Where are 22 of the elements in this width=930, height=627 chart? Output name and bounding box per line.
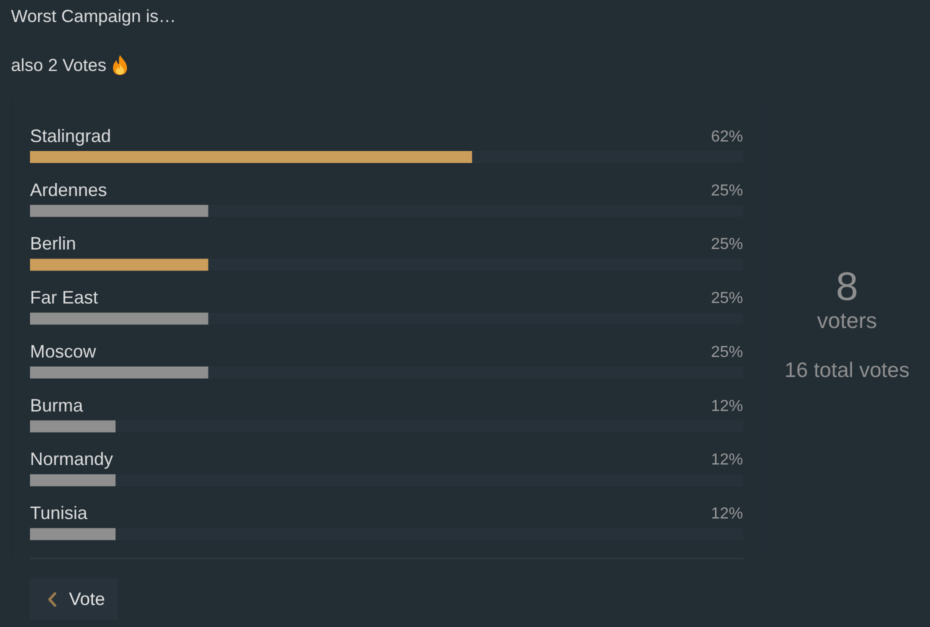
data-label: 25% [710, 344, 743, 361]
chart-title: Worst Campaign is… [11, 6, 176, 26]
vote-button: Vote [30, 578, 118, 620]
y-tick-label: Burma [30, 395, 84, 416]
y-tick-label: Tunisia [30, 503, 88, 524]
y-tick-label: Stalingrad [30, 126, 112, 146]
y-tick-label: Berlin [30, 234, 76, 254]
data-label: 25% [710, 236, 743, 254]
text: 8 [834, 264, 860, 310]
data-label: 25% [710, 182, 743, 200]
data-label: 12% [710, 452, 743, 469]
y-tick-label: Ardennes [30, 180, 108, 200]
data-label: 62% [710, 128, 743, 146]
chart-subtitle: also 2 Votes [11, 55, 106, 75]
y-tick-label: Moscow [30, 341, 98, 362]
text: voters [816, 307, 878, 335]
y-tick-label: Normandy [30, 449, 114, 470]
data-label: 12% [710, 506, 743, 523]
data-label: 12% [710, 398, 743, 415]
y-tick-label: Far East [30, 288, 98, 308]
data-label: 25% [710, 290, 743, 308]
text: 16 total votes [784, 358, 910, 384]
